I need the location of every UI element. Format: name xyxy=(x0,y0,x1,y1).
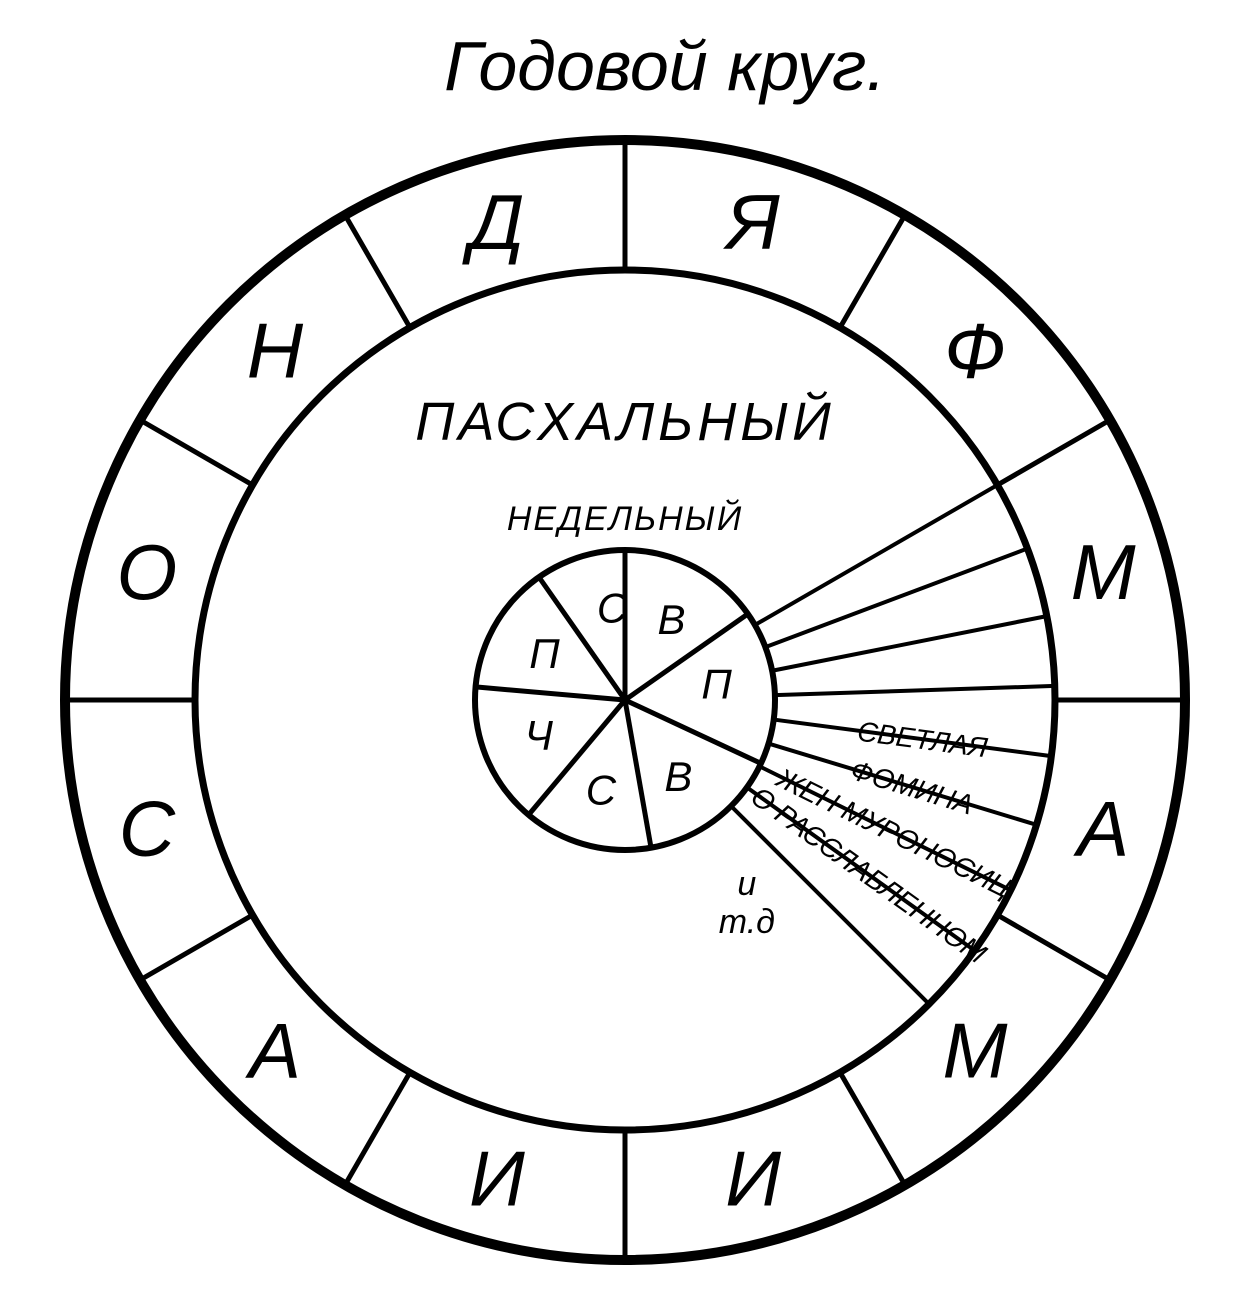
paschal-etc-label: т.д xyxy=(719,903,775,941)
month-divider xyxy=(997,915,1110,980)
week-divider xyxy=(476,687,625,700)
month-label: А xyxy=(245,1006,301,1094)
weekday-label: В xyxy=(664,753,692,800)
weekday-label: В xyxy=(657,596,685,643)
paschal-line xyxy=(775,686,1055,695)
month-divider xyxy=(840,1072,905,1185)
month-divider xyxy=(840,215,905,328)
month-divider xyxy=(345,1072,410,1185)
month-divider xyxy=(140,420,253,485)
month-label: Ф xyxy=(944,306,1006,394)
annual-circle-diagram: Годовой круг. Я Ф М А М И И А С О Н Д ПАСХАЛЬНЫЙ НЕДЕЛ… xyxy=(0,0,1250,1293)
month-label: Д xyxy=(461,178,524,266)
paschal-week-label: СВЕТЛАЯ xyxy=(856,716,991,764)
weekday-label: Ч xyxy=(525,712,554,759)
paschal-line xyxy=(772,616,1047,671)
diagram-title: Годовой круг. xyxy=(444,27,886,105)
month-label: О xyxy=(117,528,178,616)
month-label: М xyxy=(943,1006,1008,1094)
month-divider xyxy=(997,420,1110,485)
month-divider xyxy=(345,215,410,328)
weekday-label: П xyxy=(701,661,732,708)
weekday-label: С xyxy=(586,767,617,814)
week-title: НЕДЕЛЬНЫЙ xyxy=(507,499,743,538)
weekday-label: П xyxy=(529,630,560,677)
month-label: Я xyxy=(723,178,781,266)
paschal-title: ПАСХАЛЬНЫЙ xyxy=(415,391,835,452)
month-label: И xyxy=(469,1134,525,1222)
month-divider xyxy=(140,915,253,980)
weekday-label: С xyxy=(597,585,628,632)
month-label: И xyxy=(725,1134,781,1222)
month-label: М xyxy=(1071,528,1136,616)
week-divider xyxy=(625,700,651,848)
month-label: А xyxy=(1073,784,1129,872)
month-label: С xyxy=(119,784,176,872)
week-divider xyxy=(625,700,761,763)
month-label: Н xyxy=(247,306,304,394)
paschal-etc-label: и xyxy=(737,865,756,903)
